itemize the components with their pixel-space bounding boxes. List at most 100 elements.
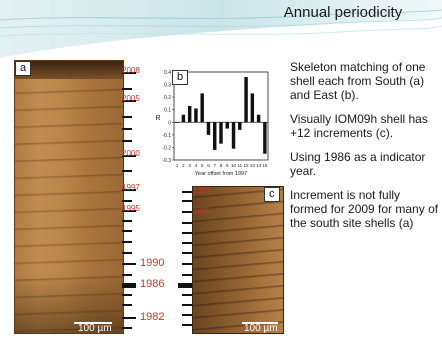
panel-label-a: a: [15, 61, 32, 76]
bar: [181, 114, 186, 123]
ruler-tick: [182, 200, 192, 202]
ruler-tick: [122, 140, 132, 142]
ruler-tick: [182, 232, 192, 234]
text-paragraph-indicator-year: Using 1986 as a indicator year.: [290, 150, 426, 178]
year-label-1990: 1990: [140, 257, 165, 269]
panel-label-c: c: [264, 187, 280, 202]
correlation-chart-svg: 0.40.30.20.10-0.1-0.2-0.3R1 2 3 4 5 6 7 8 9 10 11 1…: [155, 70, 269, 177]
ruler-tick: [182, 314, 192, 316]
bar: [263, 122, 267, 154]
ruler-tick: [122, 241, 132, 243]
text-paragraph-increments: Visually IOM09h shell has +12 increments…: [290, 112, 428, 140]
ruler-tick: [182, 324, 192, 326]
ruler-tick-indicator: [122, 283, 136, 288]
bar: [187, 105, 192, 123]
bar: [200, 93, 204, 123]
x-tick-label: 15: [262, 163, 268, 168]
scale-bar-label-a: 100 µm: [78, 323, 112, 334]
ruler-tick: [182, 242, 192, 244]
x-axis-label: Year offset from 1997: [195, 171, 247, 177]
bar: [238, 122, 242, 130]
text-paragraph-incomplete-increment: Increment is not fully formed for 2009 f…: [290, 188, 439, 230]
bar: [194, 108, 198, 123]
ruler-tick: [122, 116, 132, 118]
ruler-tick: [122, 317, 136, 319]
year-label-1986: 1986: [140, 278, 165, 290]
year-label-c-1997: 1997: [193, 186, 211, 195]
text-paragraph-skeleton-matching: Skeleton matching of one shell each from…: [290, 60, 426, 102]
year-label-c-1995: 1995: [193, 206, 211, 215]
ruler-tick-indicator: [178, 283, 192, 288]
ruler-tick: [122, 304, 132, 306]
ruler-tick: [182, 263, 192, 265]
bar: [206, 122, 211, 135]
y-tick-label: -0.1: [162, 133, 171, 139]
slide-title: Annual periodicity: [283, 4, 403, 21]
x-tick-label: 7: [213, 163, 216, 168]
scale-bar-a: [74, 322, 112, 324]
ruler-tick: [122, 189, 136, 191]
ruler-tick: [122, 72, 136, 74]
y-tick-label: -0.3: [162, 158, 171, 164]
bar: [250, 93, 255, 123]
ruler-tick: [182, 191, 192, 193]
x-tick-label: 14: [256, 163, 262, 168]
ruler-tick: [122, 128, 132, 130]
explanation-text: Skeleton matching of one shell each from…: [290, 60, 440, 240]
y-tick-label: 0: [168, 120, 171, 126]
ruler-tick: [122, 155, 136, 157]
y-tick-label: 0.1: [164, 108, 171, 114]
y-tick-label: -0.2: [162, 145, 171, 151]
year-label-1997: 1997: [122, 183, 140, 192]
year-label-1995: 1995: [122, 204, 140, 213]
ruler-tick: [122, 88, 132, 90]
ruler-tick: [122, 200, 132, 202]
ruler-tick: [122, 274, 132, 276]
x-tick-label: 10: [231, 163, 237, 168]
x-tick-label: 11: [237, 163, 242, 168]
header-banner: [0, 0, 442, 58]
ruler-tick: [122, 170, 132, 172]
year-label-2008: 2008: [122, 66, 140, 75]
ruler-tick: [182, 294, 192, 296]
bar: [231, 122, 236, 149]
shell-micrograph-a: [14, 60, 124, 334]
ruler-tick: [122, 263, 136, 265]
x-tick-label: 12: [244, 163, 250, 168]
ruler-tick: [122, 220, 132, 222]
ruler-tick: [122, 210, 136, 212]
ruler-tick: [122, 327, 132, 329]
ruler-tick: [182, 304, 192, 306]
bar: [213, 122, 217, 150]
ruler-tick: [122, 230, 132, 232]
x-tick-label: 6: [207, 163, 210, 168]
bar: [225, 122, 229, 129]
ruler-tick: [122, 252, 132, 254]
scale-bar-label-c: 100 µm: [244, 323, 278, 334]
panel-label-b: b: [172, 70, 189, 85]
x-tick-label: 2: [182, 163, 185, 168]
bar: [219, 122, 223, 144]
y-tick-label: 0.2: [164, 95, 171, 101]
shell-edge: [15, 61, 123, 79]
x-tick-label: 5: [201, 163, 204, 168]
x-tick-label: 9: [226, 163, 229, 168]
bar: [256, 114, 261, 123]
correlation-chart-b: 0.4 0.3 0.2 0.1 0 -0.1 -0.2 -0.3 R 1 2 3 4 5 6 7 8 9 10 11 1…: [148, 66, 272, 182]
y-tick-label: 0.3: [164, 83, 171, 89]
year-label-1982: 1982: [140, 311, 165, 323]
x-tick-label: 4: [195, 163, 198, 168]
ruler-tick: [182, 252, 192, 254]
x-tick-label: 1: [176, 163, 179, 168]
scale-bar-c: [242, 322, 278, 324]
ruler-tick: [122, 100, 136, 102]
x-tick-label: 3: [188, 163, 191, 168]
y-tick-label: 0.4: [164, 70, 171, 76]
plot-frame: [173, 71, 269, 161]
ruler-tick: [182, 274, 192, 276]
year-label-2005: 2005: [122, 94, 140, 103]
bar: [175, 122, 179, 123]
y-axis-label: R: [155, 115, 160, 122]
growth-bands: [193, 187, 283, 333]
x-tick-label: 13: [250, 163, 256, 168]
